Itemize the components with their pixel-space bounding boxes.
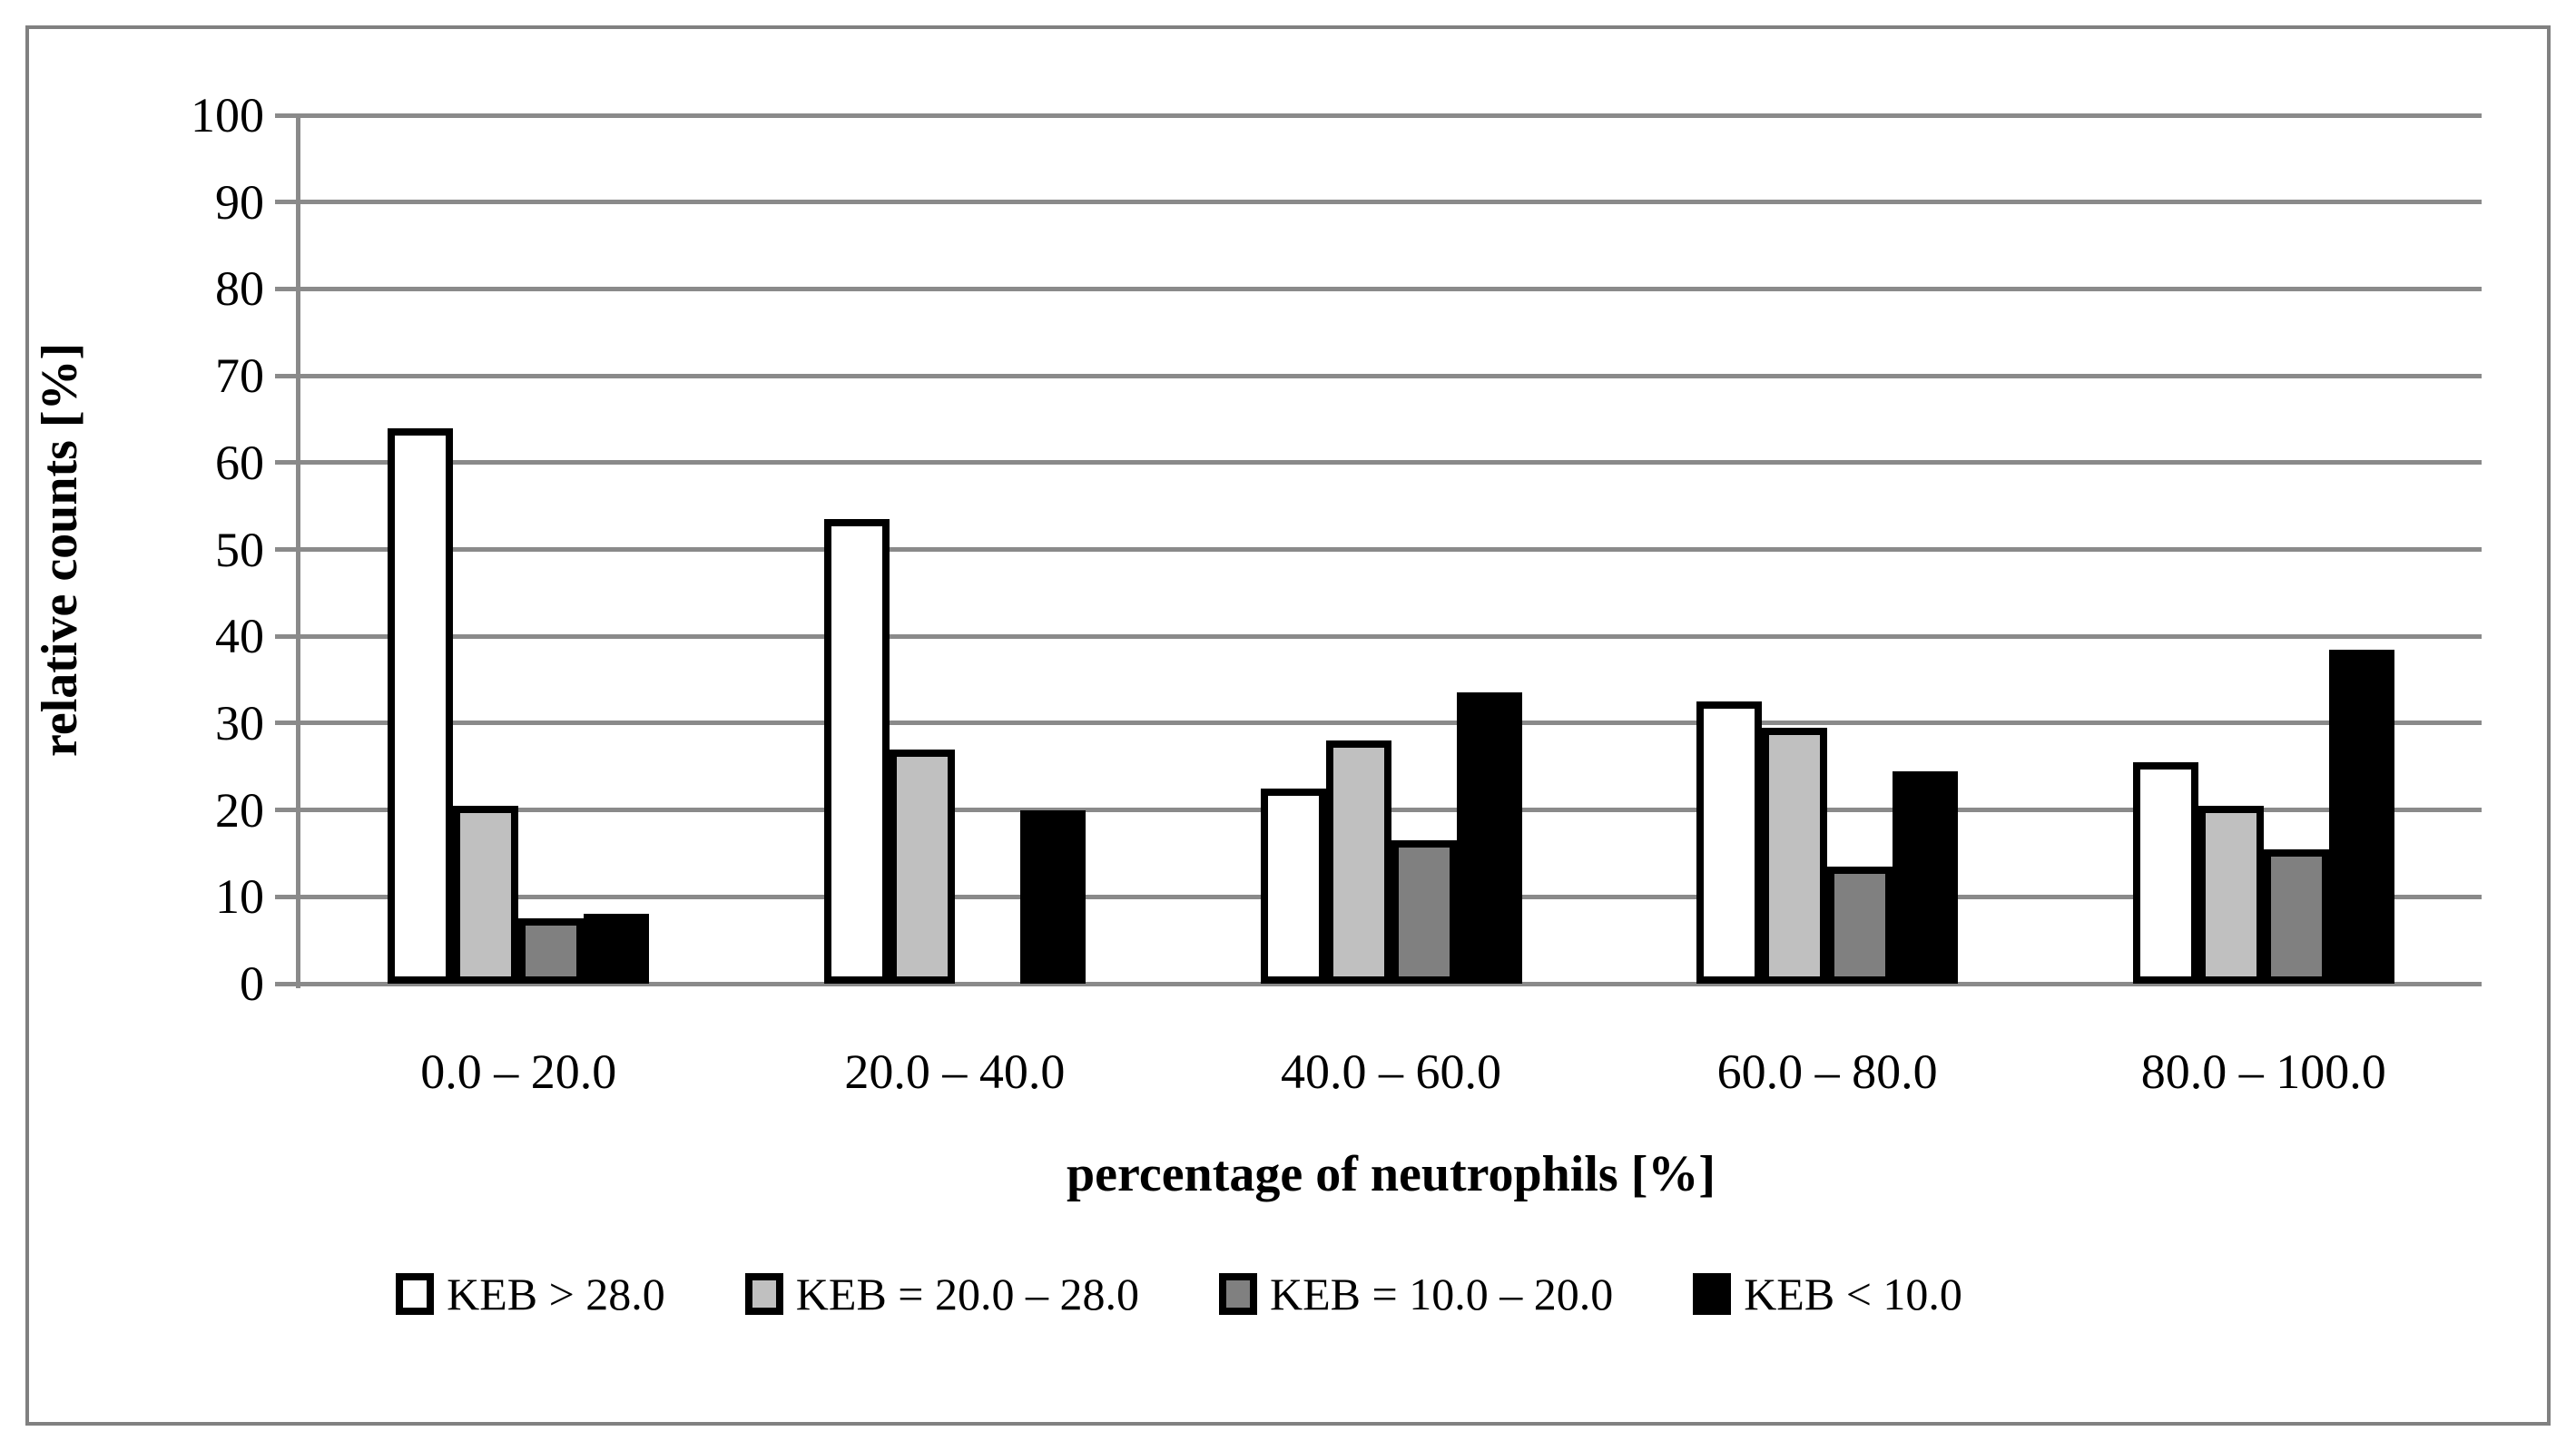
bar	[1391, 840, 1457, 984]
bar	[2328, 650, 2394, 984]
plot-area: 0 10 20 30 40 50 60 70 80 90 100	[191, 88, 2482, 1011]
bar	[1325, 740, 1391, 984]
x-tick-label: 60.0 – 80.0	[1716, 1044, 1938, 1099]
y-tick-label: 0	[240, 956, 264, 1011]
bar	[823, 519, 890, 984]
gridline	[300, 373, 2482, 378]
bar	[2263, 849, 2329, 984]
gridline	[300, 113, 2482, 118]
y-tick-label: 60	[215, 435, 264, 490]
y-axis-tick	[275, 286, 300, 291]
legend-swatch-icon	[744, 1273, 783, 1315]
bar	[1260, 789, 1326, 984]
legend-label: KEB = 10.0 – 20.0	[1270, 1269, 1614, 1319]
bar	[2132, 762, 2198, 984]
bar	[453, 806, 519, 984]
bar-group	[388, 115, 650, 984]
y-axis-tick	[275, 808, 300, 813]
bar	[388, 428, 454, 984]
legend-item: KEB > 28.0	[396, 1269, 665, 1319]
y-tick-label: 20	[215, 782, 264, 838]
y-tick-label: 30	[215, 695, 264, 750]
gridline	[300, 200, 2482, 205]
x-tick-label: 80.0 – 100.0	[2140, 1044, 2386, 1099]
gridline	[300, 460, 2482, 466]
y-axis-tick	[275, 547, 300, 552]
y-axis-line	[296, 115, 300, 988]
bar	[1762, 728, 1828, 984]
legend-label: KEB > 28.0	[447, 1269, 665, 1319]
x-tick-label: 0.0 – 20.0	[420, 1044, 617, 1099]
bar-group	[1696, 115, 1959, 984]
y-axis-tick	[275, 460, 300, 466]
bar-group	[823, 115, 1086, 984]
bar	[1019, 810, 1086, 984]
x-tick-label: 40.0 – 60.0	[1280, 1044, 1501, 1099]
y-tick-label: 50	[215, 522, 264, 577]
y-axis-tick	[275, 113, 300, 118]
bar	[889, 750, 955, 984]
y-tick-label: 70	[215, 348, 264, 404]
y-tick-label: 100	[191, 88, 264, 142]
y-axis-tick	[275, 633, 300, 639]
y-axis-tick	[275, 894, 300, 899]
gridline	[300, 547, 2482, 552]
legend-label: KEB < 10.0	[1744, 1269, 1962, 1319]
gridline	[300, 286, 2482, 291]
bar	[1827, 867, 1893, 984]
x-tick-label: 20.0 – 40.0	[844, 1044, 1066, 1099]
legend-item: KEB = 10.0 – 20.0	[1219, 1269, 1613, 1319]
y-axis-tick	[275, 373, 300, 378]
y-axis-tick	[275, 721, 300, 726]
bar	[584, 914, 650, 984]
legend-swatch-icon	[1219, 1273, 1257, 1315]
legend-item: KEB < 10.0	[1693, 1269, 1962, 1319]
bar	[1456, 692, 1522, 984]
bar	[1696, 701, 1763, 984]
legend-label: KEB = 20.0 – 28.0	[795, 1269, 1139, 1319]
legend-item: KEB = 20.0 – 28.0	[744, 1269, 1139, 1319]
bar	[1893, 771, 1959, 984]
y-axis-tick	[275, 200, 300, 205]
y-tick-label: 80	[215, 261, 264, 317]
gridline	[300, 808, 2482, 813]
y-axis-tick	[275, 981, 300, 986]
x-axis-title: percentage of neutrophils [%]	[1067, 1146, 1716, 1202]
legend: KEB > 28.0 KEB = 20.0 – 28.0 KEB = 10.0 – …	[0, 1269, 2358, 1319]
y-tick-label: 90	[215, 174, 264, 230]
bar	[518, 918, 585, 984]
legend-swatch-icon	[1693, 1273, 1732, 1315]
gridline	[300, 633, 2482, 639]
bar-group	[1260, 115, 1522, 984]
bar	[2197, 806, 2264, 984]
y-tick-label: 40	[215, 609, 264, 664]
gridline	[300, 721, 2482, 726]
legend-swatch-icon	[396, 1273, 435, 1315]
bar-group	[2132, 115, 2394, 984]
y-tick-label: 10	[215, 869, 264, 925]
gridline	[300, 981, 2482, 986]
